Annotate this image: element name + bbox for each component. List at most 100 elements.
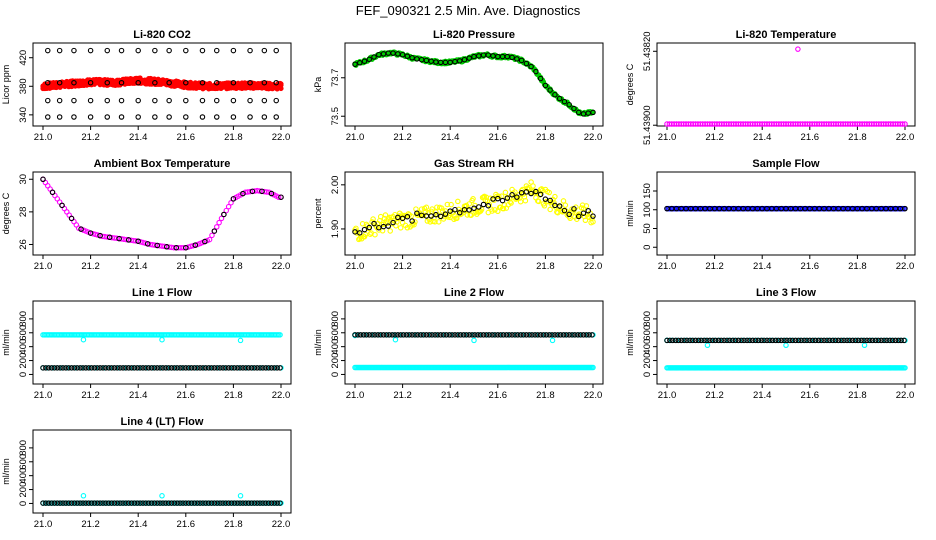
x-tick-label: 22.0: [272, 132, 291, 143]
data-point: [247, 114, 253, 120]
x-tick-label: 21.2: [81, 261, 100, 272]
x-tick-label: 22.0: [896, 261, 915, 272]
x-tick-label: 21.4: [441, 390, 460, 401]
x-tick-label: 22.0: [896, 390, 915, 401]
panel-title: Li-820 CO2: [133, 29, 190, 41]
data-point: [397, 225, 404, 231]
data-point: [183, 79, 189, 86]
x-tick-label: 21.4: [753, 261, 772, 272]
y-tick-label: 420: [18, 50, 29, 66]
x-tick-label: 21.2: [81, 519, 100, 530]
panel-title: Line 2 Flow: [444, 287, 504, 299]
y-tick-label: 0: [330, 372, 341, 377]
y-tick-label: 340: [18, 107, 29, 123]
y-tick-label: 800: [18, 311, 29, 327]
panel-1: Li-820 CO2 Licor ppm 21.0 21.2 21.4 21.6 21.8 2…: [1, 29, 292, 143]
data-point: [261, 79, 268, 86]
data-point: [273, 114, 279, 120]
plot-frame: [32, 171, 292, 256]
x-tick-label: 21.6: [801, 261, 820, 272]
x-tick-label: 21.0: [34, 132, 53, 143]
data-point: [56, 114, 63, 120]
data-point: [273, 79, 279, 86]
data-point: [159, 336, 165, 343]
data-point: [68, 215, 75, 222]
x-tick-label: 21.8: [224, 519, 243, 530]
y-axis-label: kPa: [313, 77, 323, 93]
data-point: [237, 493, 244, 499]
panel-6: Sample Flow ml/min 21.0 21.2 21.4 21.6 21.8 22.…: [625, 158, 916, 272]
data-point: [549, 337, 556, 344]
y-tick-label: 0: [642, 372, 653, 377]
data-point: [230, 79, 237, 86]
x-tick-label: 21.4: [129, 261, 148, 272]
data-point: [45, 97, 51, 104]
panel-title: Gas Stream RH: [434, 158, 514, 170]
x-tick-label: 21.0: [34, 390, 53, 401]
y-axis-label: ml/min: [625, 329, 635, 356]
data-point: [104, 97, 111, 104]
data-point: [199, 47, 206, 54]
panel-title: Line 1 Flow: [132, 287, 192, 299]
series-temperature: [664, 46, 908, 127]
x-tick-label: 22.0: [272, 390, 291, 401]
data-point: [80, 493, 87, 499]
x-tick-label: 21.0: [34, 519, 53, 530]
x-tick-label: 21.4: [753, 390, 772, 401]
y-axis-label: degrees C: [625, 63, 635, 105]
x-tick-label: 21.2: [705, 261, 724, 272]
x-tick-label: 21.0: [346, 261, 365, 272]
y-tick-label: 28: [18, 207, 29, 218]
data-point: [87, 114, 94, 120]
panel-title: Line 3 Flow: [756, 287, 816, 299]
y-tick-label: 800: [330, 311, 341, 327]
x-tick-label: 21.4: [441, 261, 460, 272]
series-box-temp: [40, 176, 284, 251]
x-tick-label: 22.0: [272, 261, 291, 272]
data-point: [135, 114, 141, 120]
x-tick-label: 21.6: [489, 132, 508, 143]
data-point: [562, 202, 569, 208]
data-point: [87, 47, 94, 54]
x-tick-label: 22.0: [896, 132, 915, 143]
data-point: [230, 97, 237, 104]
data-point: [104, 79, 111, 86]
y-tick-label: 0: [18, 372, 29, 377]
data-point: [71, 97, 77, 104]
y-axis-label: percent: [313, 198, 323, 229]
data-point: [278, 82, 284, 88]
data-point: [71, 114, 77, 120]
data-point: [261, 47, 268, 54]
panel-2: Li-820 Pressure kPa 21.0 21.2 21.4 21.6 21.8 22…: [313, 29, 604, 143]
x-tick-label: 21.6: [177, 519, 196, 530]
x-tick-label: 21.6: [489, 261, 508, 272]
data-point: [216, 219, 222, 226]
y-tick-label: 800: [642, 311, 653, 327]
x-tick-label: 21.0: [346, 390, 365, 401]
data-point: [372, 231, 378, 238]
x-tick-label: 21.8: [536, 261, 555, 272]
x-tick-label: 21.8: [536, 132, 555, 143]
data-point: [247, 79, 253, 86]
data-point: [152, 79, 158, 86]
x-tick-label: 21.2: [705, 132, 724, 143]
x-tick-label: 21.0: [658, 261, 677, 272]
series-line1-high: [40, 332, 283, 344]
x-tick-label: 22.0: [584, 390, 603, 401]
data-point: [118, 79, 125, 86]
x-tick-label: 21.8: [536, 390, 555, 401]
y-axis-label: Licor ppm: [1, 65, 11, 105]
x-tick-label: 21.4: [129, 390, 148, 401]
x-tick-label: 21.6: [177, 261, 196, 272]
data-point: [166, 79, 172, 86]
y-tick-label: 51.43820: [642, 31, 653, 71]
data-point: [56, 97, 63, 104]
data-point: [704, 342, 711, 349]
series-pressure-ref: [352, 50, 596, 117]
data-point: [211, 228, 218, 234]
data-point: [59, 202, 65, 209]
y-tick-label: 30: [18, 174, 29, 185]
x-tick-label: 21.2: [393, 261, 412, 272]
x-tick-label: 21.6: [801, 390, 820, 401]
data-point: [56, 47, 63, 54]
